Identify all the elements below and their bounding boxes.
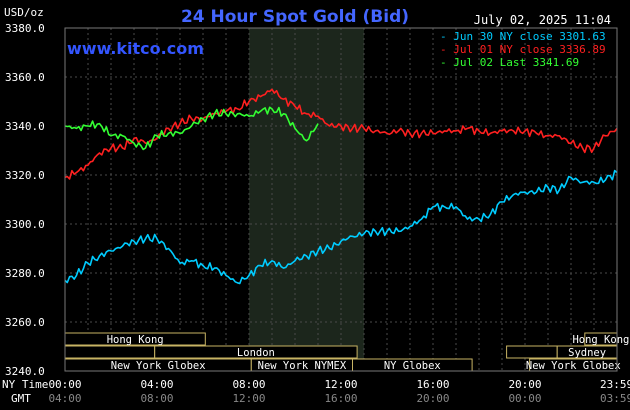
session-label: NY Globex — [384, 360, 441, 372]
y-tick-label: 3280.0 — [5, 267, 45, 280]
session-bar — [64, 345, 156, 359]
legend-entry: - Jul 01 NY close 3336.89 — [440, 43, 606, 56]
session-label: Sydney — [568, 347, 606, 359]
site-link[interactable]: www.kitco.com — [67, 39, 204, 58]
series-line-jun-30 — [64, 169, 618, 285]
session-label: London — [237, 347, 275, 359]
session-label: Hong Kong — [572, 334, 629, 346]
legend: - Jun 30 NY close 3301.63- Jul 01 NY clo… — [440, 30, 606, 69]
series-line-jul-01 — [64, 88, 618, 180]
x-tick-label-ny: 04:00 — [140, 378, 173, 391]
y-tick-label: 3240.0 — [5, 365, 45, 378]
session-label: New York Globex — [526, 360, 621, 372]
session-label: New York NYMEX — [258, 360, 347, 372]
y-tick-label: 3260.0 — [5, 316, 45, 329]
timestamp: July 02, 2025 11:04 — [474, 13, 611, 27]
x-tick-label-ny: 08:00 — [232, 378, 265, 391]
x-tick-label-gmt: 12:00 — [232, 392, 265, 405]
x-tick-label-gmt: 04:00 — [48, 392, 81, 405]
legend-entry: - Jul 02 Last 3341.69 — [440, 56, 579, 69]
y-tick-label: 3340.0 — [5, 120, 45, 133]
y-tick-label: 3300.0 — [5, 218, 45, 231]
series-lines — [64, 88, 618, 285]
highlight-band — [249, 28, 364, 371]
session-label: New York Globex — [111, 360, 206, 372]
x-axis-ny-label: NY Time — [2, 378, 48, 391]
chart-title: 24 Hour Spot Gold (Bid) — [181, 7, 409, 27]
x-axis-gmt-label: GMT — [11, 392, 31, 405]
session-label: Hong Kong — [107, 334, 164, 346]
x-tick-label-ny: 12:00 — [324, 378, 357, 391]
axes: 3380.0 3360.0 3340.0 3320.0 3300.0 3280.0 3260… — [5, 22, 630, 405]
x-tick-label-gmt: 03:59 — [600, 392, 630, 405]
y-tick-label: 3380.0 — [5, 22, 45, 35]
legend-entry: - Jun 30 NY close 3301.63 — [440, 30, 606, 43]
y-axis-unit: USD/oz — [4, 6, 44, 19]
session-bar — [506, 345, 558, 359]
y-tick-label: 3320.0 — [5, 169, 45, 182]
x-tick-label-gmt: 20:00 — [416, 392, 449, 405]
y-tick-label: 3360.0 — [5, 71, 45, 84]
x-tick-label-ny: 23:59 — [600, 378, 630, 391]
x-tick-label-gmt: 00:00 — [508, 392, 541, 405]
session-box — [154, 345, 358, 359]
plot-frame — [64, 27, 618, 372]
series-line-jul-02 — [64, 106, 319, 151]
x-tick-label-ny: 00:00 — [48, 378, 81, 391]
x-tick-label-gmt: 16:00 — [324, 392, 357, 405]
x-tick-label-ny: 16:00 — [416, 378, 449, 391]
x-tick-label-gmt: 08:00 — [140, 392, 173, 405]
x-tick-label-ny: 20:00 — [508, 378, 541, 391]
